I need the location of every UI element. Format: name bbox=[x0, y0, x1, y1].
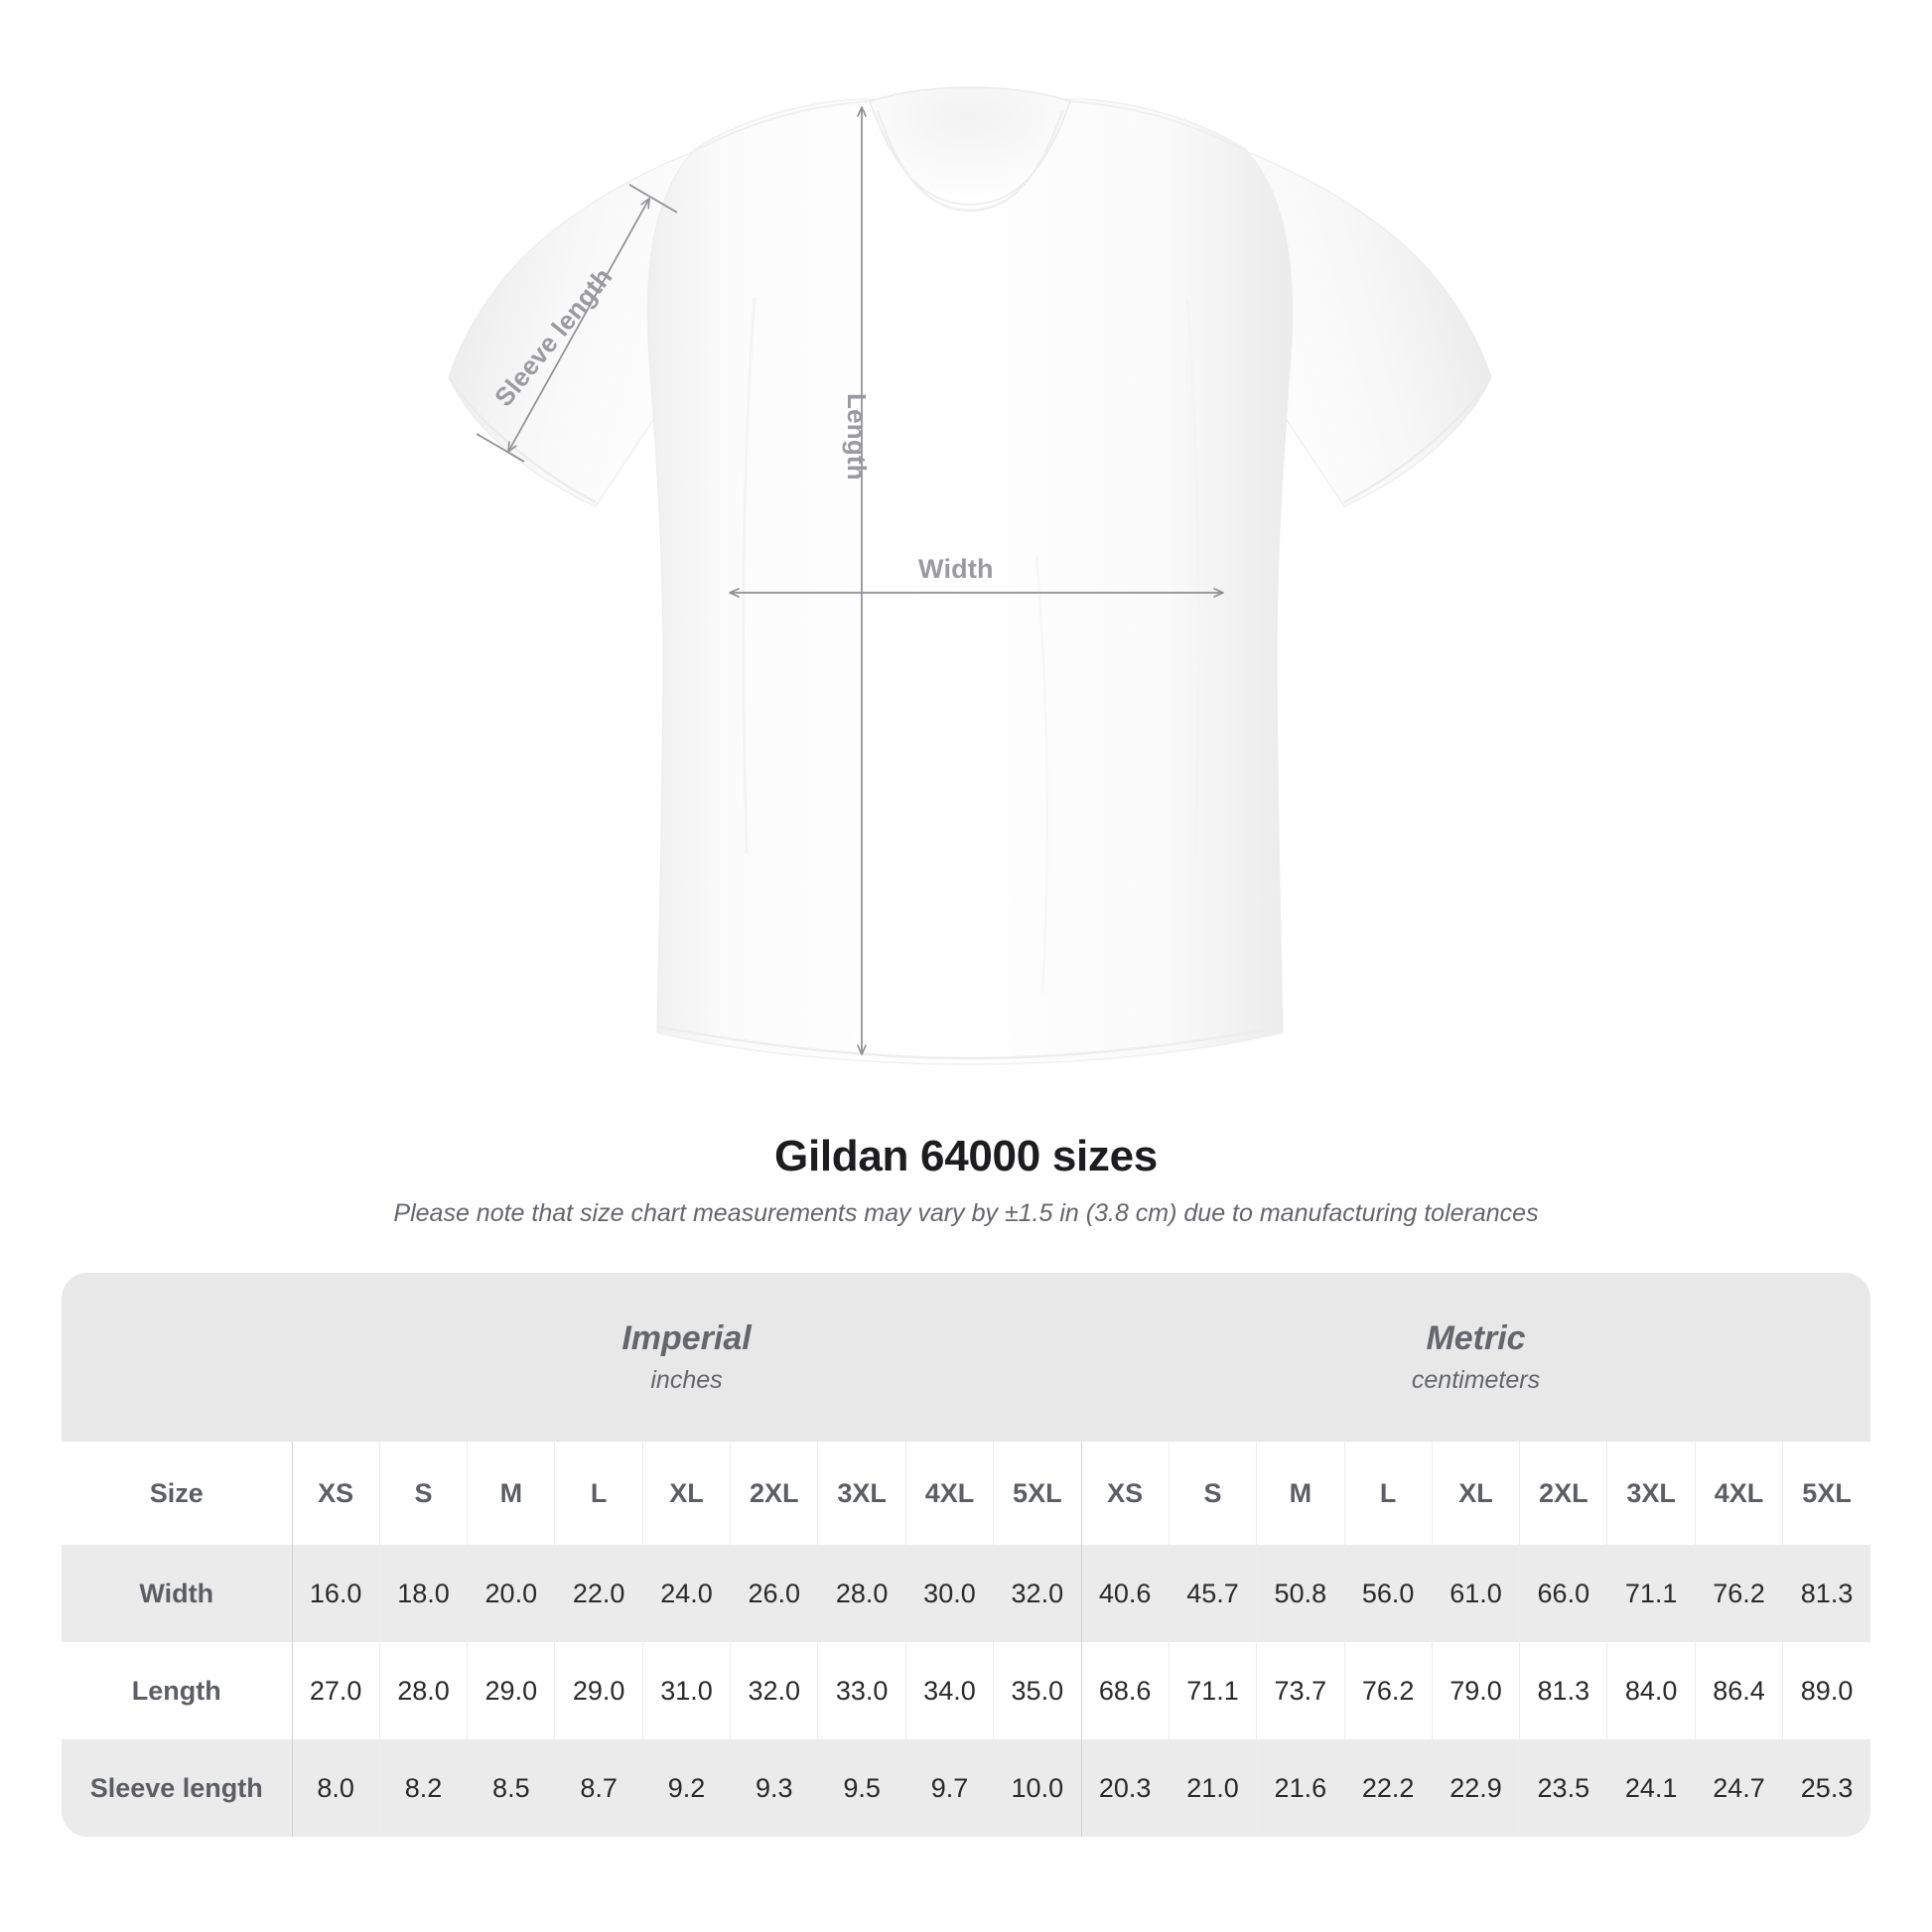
size-header-imperial-5xl: 5XL bbox=[993, 1442, 1082, 1545]
cell-width-metric-5xl: 81.3 bbox=[1782, 1545, 1870, 1642]
cell-width-imperial-5xl: 32.0 bbox=[993, 1545, 1082, 1642]
size-header-imperial-xl: XL bbox=[641, 1442, 731, 1545]
cell-sleeve-metric-l: 22.2 bbox=[1343, 1739, 1433, 1837]
size-header-metric-m: M bbox=[1256, 1442, 1344, 1545]
size-header-imperial-3xl: 3XL bbox=[817, 1442, 906, 1545]
cell-length-metric-l: 76.2 bbox=[1343, 1642, 1433, 1739]
cell-sleeve-metric-3xl: 24.1 bbox=[1606, 1739, 1696, 1837]
row-label-length: Length bbox=[62, 1642, 292, 1739]
cell-sleeve-imperial-4xl: 9.7 bbox=[904, 1739, 994, 1837]
cell-sleeve-metric-m: 21.6 bbox=[1256, 1739, 1344, 1837]
cell-width-metric-xs: 40.6 bbox=[1080, 1545, 1170, 1642]
width-dimension-label: Width bbox=[918, 554, 994, 584]
length-dimension-label: Length bbox=[842, 393, 872, 481]
size-header-metric-xl: XL bbox=[1431, 1442, 1520, 1545]
cell-width-imperial-l: 22.0 bbox=[554, 1545, 643, 1642]
size-header-imperial-4xl: 4XL bbox=[904, 1442, 994, 1545]
cell-sleeve-metric-4xl: 24.7 bbox=[1694, 1739, 1783, 1837]
cell-length-imperial-xs: 27.0 bbox=[291, 1642, 380, 1739]
table-row-width: Width 16.0 18.0 20.0 22.0 24.0 26.0 28.0… bbox=[62, 1545, 1870, 1642]
cell-width-imperial-xl: 24.0 bbox=[641, 1545, 731, 1642]
system-header-imperial: Imperial inches bbox=[292, 1273, 1082, 1442]
cell-length-metric-xl: 79.0 bbox=[1431, 1642, 1520, 1739]
system-name-imperial: Imperial bbox=[621, 1318, 752, 1357]
system-unit-imperial: inches bbox=[650, 1366, 723, 1395]
size-header-row: Size XS S M L XL 2XL 3XL 4XL 5XL XS S M … bbox=[62, 1442, 1870, 1545]
cell-width-imperial-3xl: 28.0 bbox=[817, 1545, 906, 1642]
cell-length-metric-m: 73.7 bbox=[1256, 1642, 1344, 1739]
cell-length-metric-s: 71.1 bbox=[1168, 1642, 1257, 1739]
system-header-metric: Metric centimeters bbox=[1081, 1273, 1870, 1442]
size-header-imperial-xs: XS bbox=[291, 1442, 380, 1545]
system-name-metric: Metric bbox=[1426, 1318, 1526, 1357]
tshirt-illustration bbox=[447, 86, 1493, 1065]
cell-length-imperial-4xl: 34.0 bbox=[904, 1642, 994, 1739]
cell-sleeve-metric-xs: 20.3 bbox=[1080, 1739, 1170, 1837]
size-chart-table: Imperial inches Metric centimeters Size … bbox=[62, 1273, 1870, 1837]
cell-sleeve-metric-xl: 22.9 bbox=[1431, 1739, 1520, 1837]
size-header-imperial-l: L bbox=[554, 1442, 643, 1545]
cell-width-metric-3xl: 71.1 bbox=[1606, 1545, 1696, 1642]
table-row-length: Length 27.0 28.0 29.0 29.0 31.0 32.0 33.… bbox=[62, 1642, 1870, 1739]
cell-length-metric-4xl: 86.4 bbox=[1694, 1642, 1783, 1739]
cell-length-metric-5xl: 89.0 bbox=[1782, 1642, 1870, 1739]
cell-width-metric-2xl: 66.0 bbox=[1519, 1545, 1607, 1642]
cell-sleeve-imperial-xs: 8.0 bbox=[291, 1739, 380, 1837]
page-title: Gildan 64000 sizes bbox=[774, 1132, 1158, 1180]
tolerance-note: Please note that size chart measurements… bbox=[393, 1199, 1539, 1227]
cell-length-imperial-xl: 31.0 bbox=[641, 1642, 731, 1739]
cell-width-metric-4xl: 76.2 bbox=[1694, 1545, 1783, 1642]
size-header-label: Size bbox=[62, 1442, 292, 1545]
cell-width-metric-xl: 61.0 bbox=[1431, 1545, 1520, 1642]
cell-width-metric-m: 50.8 bbox=[1256, 1545, 1344, 1642]
cell-length-imperial-2xl: 32.0 bbox=[730, 1642, 818, 1739]
measurement-system-header-row: Imperial inches Metric centimeters bbox=[62, 1273, 1870, 1442]
cell-length-imperial-m: 29.0 bbox=[467, 1642, 555, 1739]
cell-width-metric-l: 56.0 bbox=[1343, 1545, 1433, 1642]
size-header-metric-l: L bbox=[1343, 1442, 1433, 1545]
size-chart-table-container: Imperial inches Metric centimeters Size … bbox=[62, 1273, 1870, 1837]
size-header-metric-xs: XS bbox=[1080, 1442, 1170, 1545]
table-row-sleeve-length: Sleeve length 8.0 8.2 8.5 8.7 9.2 9.3 9.… bbox=[62, 1739, 1870, 1837]
size-header-metric-s: S bbox=[1168, 1442, 1257, 1545]
cell-width-imperial-s: 18.0 bbox=[378, 1545, 468, 1642]
size-header-metric-4xl: 4XL bbox=[1694, 1442, 1783, 1545]
size-header-metric-3xl: 3XL bbox=[1606, 1442, 1696, 1545]
cell-length-metric-xs: 68.6 bbox=[1080, 1642, 1170, 1739]
size-header-imperial-m: M bbox=[467, 1442, 555, 1545]
tshirt-diagram: Length Width Sleeve length bbox=[447, 86, 1493, 1065]
size-header-imperial-s: S bbox=[378, 1442, 468, 1545]
cell-width-imperial-m: 20.0 bbox=[467, 1545, 555, 1642]
cell-sleeve-imperial-l: 8.7 bbox=[554, 1739, 643, 1837]
cell-sleeve-imperial-5xl: 10.0 bbox=[993, 1739, 1082, 1837]
cell-sleeve-imperial-xl: 9.2 bbox=[641, 1739, 731, 1837]
cell-length-metric-2xl: 81.3 bbox=[1519, 1642, 1607, 1739]
cell-sleeve-imperial-3xl: 9.5 bbox=[817, 1739, 906, 1837]
system-unit-metric: centimeters bbox=[1411, 1366, 1541, 1395]
cell-sleeve-imperial-2xl: 9.3 bbox=[730, 1739, 818, 1837]
cell-sleeve-metric-2xl: 23.5 bbox=[1519, 1739, 1607, 1837]
size-header-metric-5xl: 5XL bbox=[1782, 1442, 1870, 1545]
cell-length-imperial-s: 28.0 bbox=[378, 1642, 468, 1739]
cell-sleeve-imperial-s: 8.2 bbox=[378, 1739, 468, 1837]
cell-sleeve-metric-s: 21.0 bbox=[1168, 1739, 1257, 1837]
row-label-width: Width bbox=[62, 1545, 292, 1642]
cell-width-metric-s: 45.7 bbox=[1168, 1545, 1257, 1642]
cell-width-imperial-xs: 16.0 bbox=[291, 1545, 380, 1642]
title-block: Gildan 64000 sizes Please note that size… bbox=[0, 1132, 1932, 1228]
cell-length-imperial-l: 29.0 bbox=[554, 1642, 643, 1739]
size-header-imperial-2xl: 2XL bbox=[730, 1442, 818, 1545]
cell-width-imperial-2xl: 26.0 bbox=[730, 1545, 818, 1642]
row-label-sleeve-length: Sleeve length bbox=[62, 1739, 292, 1837]
cell-sleeve-metric-5xl: 25.3 bbox=[1782, 1739, 1870, 1837]
size-header-metric-2xl: 2XL bbox=[1519, 1442, 1607, 1545]
cell-sleeve-imperial-m: 8.5 bbox=[467, 1739, 555, 1837]
cell-length-imperial-5xl: 35.0 bbox=[993, 1642, 1082, 1739]
cell-width-imperial-4xl: 30.0 bbox=[904, 1545, 994, 1642]
cell-length-metric-3xl: 84.0 bbox=[1606, 1642, 1696, 1739]
sleeve-dimension-line bbox=[476, 184, 678, 463]
system-header-spacer bbox=[62, 1273, 292, 1442]
cell-length-imperial-3xl: 33.0 bbox=[817, 1642, 906, 1739]
